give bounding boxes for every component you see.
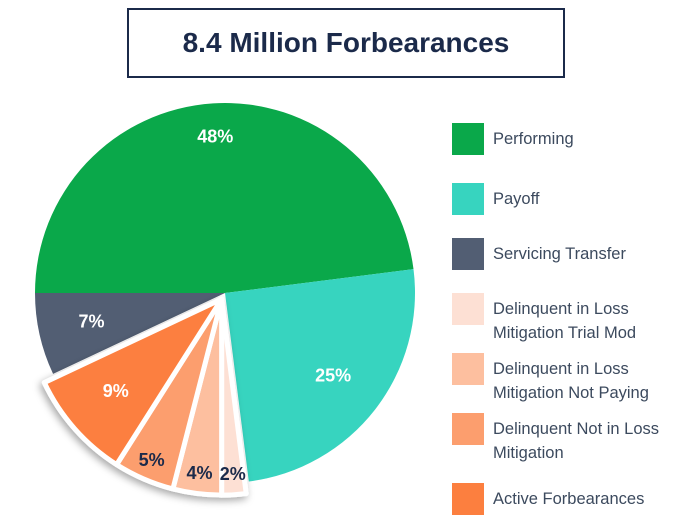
slice [225,269,415,482]
legend-item: Performing [452,123,689,155]
slice-label: 25% [315,366,351,386]
legend-swatch [452,413,484,445]
legend-item: Servicing Transfer [452,238,689,270]
legend-label: Delinquent Not in Loss Mitigation [493,420,660,462]
legend-swatch [452,483,484,515]
labels: 48% 25% 2% 4% 5% 9% 7% [78,126,351,484]
legend-swatch [452,353,484,385]
legend-label: Payoff [493,190,540,208]
slice-label: 4% [187,463,213,483]
legend-item: Delinquent in Loss Mitigation Trial Mod [452,293,689,345]
chart-title: 8.4 Million Forbearances [127,8,565,78]
legend-swatch [452,293,484,325]
slice-label: 9% [103,381,129,401]
slice-label: 48% [197,126,233,146]
legend-label: Delinquent in Loss Mitigation Trial Mod [493,300,637,342]
pie [35,102,415,482]
slice [35,293,225,374]
slice [41,296,225,468]
exploded-group [41,296,249,498]
legend-label: Active Forbearances [493,490,645,508]
legend-label: Servicing Transfer [493,245,626,263]
legend-item: Payoff [452,183,689,215]
legend-swatch [452,238,484,270]
legend-item: Delinquent in Loss Mitigation Not Paying [452,353,689,405]
slice-label: 2% [220,464,246,484]
legend-label: Delinquent in Loss Mitigation Not Paying [493,360,649,402]
slice [35,102,414,293]
legend-item: Active Forbearances [452,483,689,515]
legend-swatch [452,183,484,215]
legend-label: Performing [493,130,574,148]
slice-label: 5% [139,450,165,470]
legend-swatch [452,123,484,155]
slice-label: 7% [78,312,104,332]
legend-item: Delinquent Not in Loss Mitigation [452,413,689,465]
